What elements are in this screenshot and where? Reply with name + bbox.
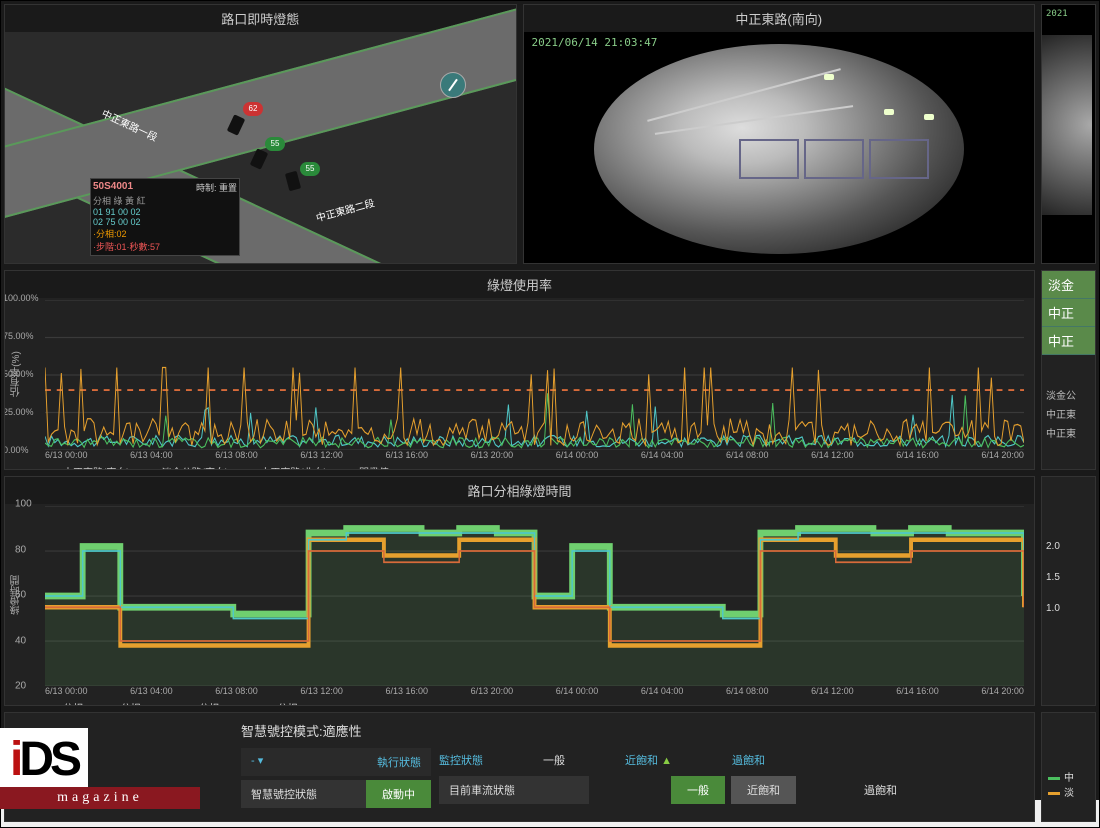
chart1-legend: 中正東路(南向)淡金公路(南向)中正東路(北向)門檻值 — [5, 460, 1034, 470]
chart2-title: 路口分相綠燈時間 — [5, 477, 1034, 504]
side-mini-chart: 2.0 1.5 1.0 — [1041, 476, 1096, 706]
camera-timestamp: 2021 — [1046, 9, 1068, 19]
fisheye-view — [594, 44, 964, 254]
chart2-body[interactable]: 綠燈時間 20406080100 — [5, 504, 1034, 686]
side-list-item[interactable]: 淡金 — [1042, 271, 1095, 299]
signal-info-box: 50S4001時制: 重置 分相 綠 黃 紅 01 91 00 02 02 75… — [90, 178, 240, 256]
chart1-title: 綠燈使用率 — [5, 271, 1034, 298]
phase-time-chart-panel: 路口分相綠燈時間 綠燈時間 20406080100 6/13 00:006/13… — [4, 476, 1035, 706]
signal-badge-green: 55 — [265, 137, 285, 151]
side-list-item[interactable]: 中正 — [1042, 327, 1095, 355]
smart-signal-label: 智慧號控狀態 — [241, 780, 366, 808]
side-road-list: 淡金中正中正 淡金公中正東中正東 — [1041, 270, 1096, 470]
camera-feed[interactable]: 2021/06/14 21:03:47 — [524, 32, 1035, 264]
signal-badge-green: 55 — [300, 162, 320, 176]
chart2-legend: 分相1分相2TOD分相1TOD分相2 — [5, 696, 1034, 706]
side-list-item[interactable]: 中正 — [1042, 299, 1095, 327]
intersection-map-panel: 路口即時燈態 中正東路一段 中正東路二段 62 55 55 50S4001時制:… — [4, 4, 517, 264]
camera-panel-right[interactable]: 2021 — [1041, 4, 1096, 264]
green-usage-chart-panel: 綠燈使用率 佔有率(%) 0.00%25.00%50.00%75.00%100.… — [4, 270, 1035, 470]
camera-timestamp: 2021/06/14 21:03:47 — [532, 36, 658, 49]
status-normal-button[interactable]: 一般 — [671, 776, 725, 804]
activate-button[interactable]: 啟動中 — [366, 780, 431, 808]
map-body[interactable]: 中正東路一段 中正東路二段 62 55 55 50S4001時制: 重置 分相 … — [5, 32, 516, 264]
exec-status-label: 執行狀態 — [281, 748, 431, 776]
current-flow-label: 目前車流狀態 — [439, 776, 589, 804]
monitor-status-label: 監控狀態 — [439, 752, 483, 768]
camera-panel-main: 中正東路(南向) 2021/06/14 21:03:47 — [523, 4, 1036, 264]
over-sat-label: 過飽和 — [732, 752, 765, 768]
status-near-button[interactable]: 近飽和 — [731, 776, 796, 804]
near-sat-label: 近飽和 ▲ — [625, 752, 672, 768]
chart1-body[interactable]: 佔有率(%) 0.00%25.00%50.00%75.00%100.00% — [5, 298, 1034, 450]
ids-logo: iDS magazine — [0, 728, 200, 828]
status-over-button[interactable]: 過飽和 — [848, 776, 913, 804]
vehicle-icon — [285, 171, 301, 191]
mode-dropdown[interactable]: - ▾ — [241, 748, 281, 776]
side-legend: 中 淡 — [1041, 712, 1096, 822]
camera-title: 中正東路(南向) — [524, 5, 1035, 32]
compass-icon[interactable] — [440, 72, 466, 98]
signal-badge-red: 62 — [243, 102, 263, 116]
road-label-b: 中正東路二段 — [314, 194, 376, 224]
traffic-dashboard: 路口即時燈態 中正東路一段 中正東路二段 62 55 55 50S4001時制:… — [0, 0, 1100, 800]
